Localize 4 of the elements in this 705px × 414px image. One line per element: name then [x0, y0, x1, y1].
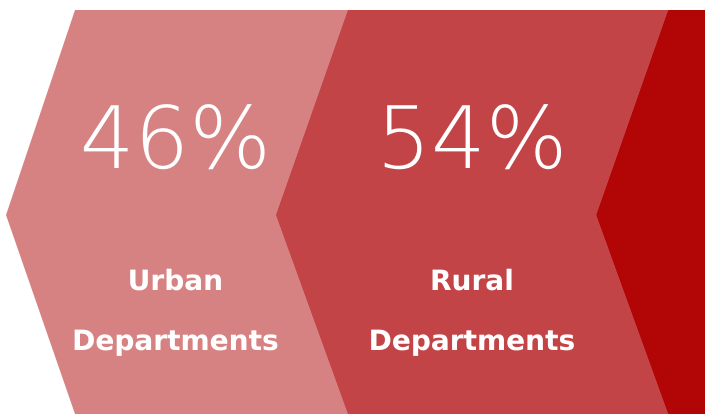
data-label: 46% — [80, 89, 271, 189]
data-label: 54% — [376, 89, 568, 189]
category-label: Urban Departments — [72, 264, 279, 357]
category-label: Rural Departments — [368, 264, 576, 357]
